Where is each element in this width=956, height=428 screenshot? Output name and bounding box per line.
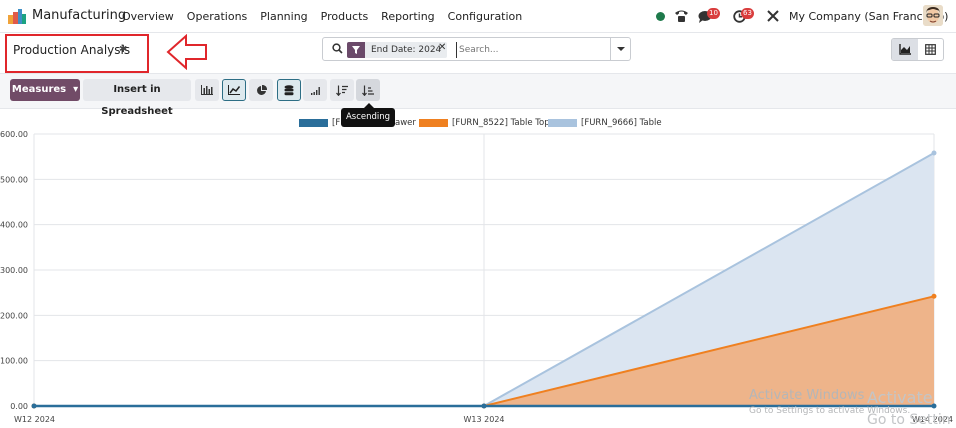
legend-item-series-3[interactable]: [FURN_9666] Table <box>548 117 662 129</box>
pivot-view-button[interactable] <box>918 39 944 60</box>
x-tick-label: W14 2024 <box>912 415 953 424</box>
x-tick-label: W13 2024 <box>464 415 505 424</box>
measures-dropdown[interactable]: Measures ▾ <box>10 79 80 101</box>
legend-item-series-1[interactable]: [F <box>299 117 340 129</box>
filter-icon <box>347 42 365 58</box>
menu-item-products[interactable]: Products <box>320 10 369 23</box>
y-tick-label: 600.00 <box>0 130 28 139</box>
main-menu: Overview Operations Planning Products Re… <box>122 10 535 23</box>
series-area-2 <box>34 296 934 406</box>
legend-swatch <box>419 119 448 127</box>
legend-label: [F <box>332 118 341 128</box>
production-area-chart: 0.00 100.00 200.00 300.00 400.00 500.00 600.00… <box>0 130 953 424</box>
legend-label-tail: awer <box>395 118 416 128</box>
sort-ascending-button[interactable] <box>356 79 380 101</box>
menu-item-planning[interactable]: Planning <box>260 10 308 23</box>
cumulative-icon <box>310 86 320 95</box>
caret-down-icon <box>617 47 625 51</box>
page-title[interactable]: Production Analysis <box>13 43 131 57</box>
legend-swatch <box>548 119 577 127</box>
sort-descending-button[interactable] <box>330 79 354 101</box>
y-tick-label: 300.00 <box>0 266 28 275</box>
presence-status-icon <box>656 12 665 21</box>
insert-in-spreadsheet-button[interactable]: Insert in Spreadsheet <box>83 79 191 117</box>
annotation-highlight-box <box>5 34 149 73</box>
table-grid-icon <box>924 44 936 55</box>
sort-ascending-icon <box>362 85 374 96</box>
top-navbar: Manufacturing Overview Operations Planni… <box>0 0 956 33</box>
messages-badge: 10 <box>707 8 720 19</box>
series-point-1 <box>931 403 937 409</box>
company-switcher[interactable]: My Company (San Francisco) <box>789 10 949 23</box>
user-face-icon <box>923 5 943 26</box>
filter-facet: End Date: 2024 <box>365 42 448 58</box>
pie-chart-button[interactable] <box>249 79 273 101</box>
series-point-3 <box>931 150 937 156</box>
legend-swatch <box>299 119 328 127</box>
sort-ascending-tooltip: Ascending <box>341 103 395 127</box>
menu-item-overview[interactable]: Overview <box>122 10 174 23</box>
search-input[interactable] <box>456 42 606 58</box>
windows-activation-watermark-large-subtext: Go to Settin <box>867 412 951 428</box>
user-avatar[interactable] <box>923 5 943 26</box>
search-bar: End Date: 2024 ✕ <box>322 37 631 61</box>
windows-activation-watermark-subtext: Go to Settings to activate Windows. <box>749 406 911 416</box>
x-tick-label: W12 2024 <box>14 415 55 424</box>
y-tick-label: 200.00 <box>0 311 28 320</box>
sort-descending-icon <box>336 85 348 96</box>
measures-label: Measures <box>11 84 67 95</box>
menu-item-operations[interactable]: Operations <box>186 10 248 23</box>
annotation-arrow-icon <box>166 34 207 70</box>
stacked-toggle-button[interactable] <box>277 79 301 101</box>
remove-facet-icon[interactable]: ✕ <box>438 42 447 53</box>
legend-label: [FURN_8522] Table Top <box>452 118 550 128</box>
database-stack-icon <box>284 84 294 95</box>
series-point-2 <box>931 293 937 299</box>
line-chart-icon <box>228 85 240 95</box>
debug-tools-icon[interactable] <box>767 10 779 22</box>
menu-item-reporting[interactable]: Reporting <box>381 10 435 23</box>
series-area-3 <box>34 153 934 406</box>
area-chart-icon <box>899 44 911 55</box>
search-options-toggle[interactable] <box>610 38 630 60</box>
series-point-1 <box>481 403 487 409</box>
series-point-1 <box>31 403 37 409</box>
phone-icon[interactable] <box>674 9 689 23</box>
bar-chart-button[interactable] <box>195 79 219 101</box>
view-switcher <box>891 38 944 61</box>
y-tick-label: 400.00 <box>0 221 28 230</box>
legend-label: [FURN_9666] Table <box>581 118 662 128</box>
graph-view-button[interactable] <box>892 39 918 60</box>
caret-down-icon: ▾ <box>69 84 79 95</box>
menu-item-configuration[interactable]: Configuration <box>447 10 523 23</box>
windows-activation-watermark: Activate Windows <box>749 388 865 403</box>
line-chart-button[interactable] <box>222 79 246 101</box>
manufacturing-app-icon[interactable] <box>8 9 26 24</box>
search-icon[interactable] <box>332 43 343 54</box>
cumulative-toggle-button[interactable] <box>303 79 327 101</box>
y-tick-label: 0.00 <box>10 402 28 411</box>
windows-activation-watermark-large: Activate <box>867 388 933 407</box>
bar-chart-icon <box>201 85 213 95</box>
y-tick-label: 500.00 <box>0 175 28 184</box>
y-tick-label: 100.00 <box>0 357 28 366</box>
legend-item-series-1-tail: awer <box>395 117 416 129</box>
activities-badge: 63 <box>741 8 754 19</box>
pie-chart-icon <box>256 84 267 95</box>
gear-icon[interactable]: ✱ <box>119 44 128 55</box>
app-name[interactable]: Manufacturing <box>32 8 127 23</box>
legend-item-series-2[interactable]: [FURN_8522] Table Top <box>419 117 550 129</box>
